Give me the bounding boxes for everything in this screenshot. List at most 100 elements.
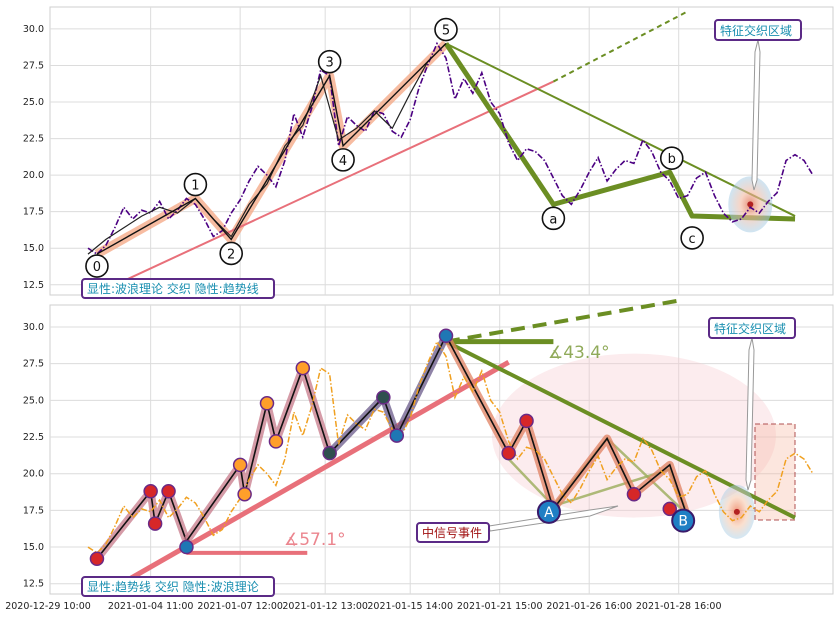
y-tick-label: 22.5	[23, 432, 44, 443]
wave-label-1: 1	[191, 179, 199, 194]
x-ticks: 2020-12-29 10:00 2021-01-04 11:00 2021-01-…	[5, 601, 721, 612]
y-tick-label: 30.0	[23, 24, 44, 35]
wave-label-0: 0	[93, 260, 101, 275]
x-tick-label: 2021-01-07 12:00	[197, 601, 283, 612]
signal-circle-B	[671, 508, 696, 533]
signal-text: 中信号事件	[422, 525, 482, 540]
y-tick-label: 25.0	[23, 395, 44, 406]
zone-center-bottom	[733, 508, 740, 515]
bottom-y-ticks: 12.5 15.0 17.5 20.0 22.5 25.0 27.5 30.0	[23, 322, 44, 590]
bottom-legend-box: 显性:趋势线 交织 隐性:波浪理论	[81, 576, 275, 597]
signal-circle-A	[536, 499, 561, 524]
series-thin	[87, 43, 447, 255]
series-dashdot-orange	[87, 340, 814, 554]
y-tick-label: 17.5	[23, 505, 44, 516]
wave-circle-1	[183, 172, 208, 197]
marker-point	[268, 434, 284, 449]
wave-circle-3	[317, 49, 342, 74]
y-tick-label: 15.0	[23, 542, 44, 553]
marker-point	[438, 328, 454, 344]
marker-point	[147, 516, 163, 531]
top-y-ticks: 12.5 15.0 17.5 20.0 22.5 25.0 27.5 30.0	[23, 24, 44, 291]
y-tick-label: 22.5	[23, 134, 44, 145]
y-tick-label: 20.0	[23, 170, 44, 181]
y-tick-label: 25.0	[23, 97, 44, 108]
wave-circle-b	[659, 146, 684, 170]
marker-point	[626, 486, 642, 502]
marker-point	[519, 413, 534, 429]
marker-point	[389, 428, 405, 443]
bottom-zone-text: 特征交织区域	[714, 321, 786, 336]
signal-label-A: A	[544, 505, 554, 521]
x-tick-label: 2021-01-21 15:00	[457, 601, 543, 612]
top-plot-area	[49, 6, 834, 296]
x-tick-label: 2021-01-28 16:00	[636, 601, 722, 612]
y-tick-label: 30.0	[23, 322, 44, 333]
wave-label-5: 5	[442, 24, 450, 39]
top-legend-text: 显性:波浪理论 交织 隐性:趋势线	[87, 281, 259, 296]
marker-point	[237, 486, 252, 502]
top-zone-text: 特征交织区域	[720, 23, 792, 38]
marker-point	[232, 457, 248, 473]
y-tick-label: 12.5	[23, 280, 44, 291]
zone-center	[747, 201, 754, 208]
trend-line-olive-dashed	[445, 298, 680, 344]
x-tick-label: 2021-01-26 16:00	[546, 601, 632, 612]
top-panel: 12.5 15.0 17.5 20.0 22.5 25.0 27.5 30.0 0 1 2 3 4 5 a…	[23, 6, 834, 296]
angle-label-upper: ∡43.4°	[548, 343, 610, 363]
wave-label-2: 2	[227, 247, 235, 262]
angle-label-lower: ∡57.1°	[284, 530, 346, 550]
y-tick-label: 20.0	[23, 469, 44, 480]
marker-point	[322, 445, 337, 461]
trend-line-red	[105, 80, 554, 291]
marker-point	[662, 501, 677, 517]
top-zone-box: 特征交织区域	[714, 19, 802, 41]
bottom-series	[87, 340, 814, 554]
x-tick-label: 2021-01-12 13:00	[282, 601, 368, 612]
zone-arrow-bottom	[745, 337, 755, 491]
bottom-panel: 12.515.017.520.022.525.027.530.0 AB 2020…	[5, 298, 834, 612]
top-legend-box: 显性:波浪理论 交织 隐性:趋势线	[81, 278, 275, 299]
wave-circle-5	[434, 17, 458, 42]
x-tick-label: 2021-01-15 14:00	[367, 601, 453, 612]
bottom-decorations	[93, 298, 796, 585]
bottom-legend-text: 显性:趋势线 交织 隐性:波浪理论	[87, 579, 259, 594]
top-series	[87, 41, 814, 256]
wave-label-a: a	[549, 212, 557, 227]
top-wave-labels: 0 1 2 3 4 5 a b c	[85, 17, 704, 278]
x-tick-label: 2021-01-04 11:00	[108, 601, 194, 612]
wave-circle-a	[541, 206, 566, 231]
y-tick-label: 15.0	[23, 243, 44, 254]
marker-point	[501, 445, 516, 461]
zone-arrow	[751, 39, 761, 191]
bottom-markers: AB	[89, 328, 696, 567]
signal-box: 中信号事件	[416, 522, 490, 543]
wave-label-c: c	[689, 232, 696, 247]
y-tick-label: 12.5	[23, 579, 44, 590]
marker-point	[376, 390, 391, 405]
x-tick-label: 2020-12-29 10:00	[5, 601, 91, 612]
zone-rect	[754, 423, 796, 521]
y-tick-label: 27.5	[23, 60, 44, 71]
wave-circle-c	[680, 226, 704, 250]
wave-circle-2	[219, 241, 243, 266]
y-tick-label: 17.5	[23, 207, 44, 218]
y-tick-label: 27.5	[23, 359, 44, 370]
series-dashdot	[87, 41, 814, 256]
wave-line-bottom-2	[329, 335, 447, 454]
trend-line-dashed	[552, 10, 689, 83]
wave-label-b: b	[668, 152, 676, 167]
wave-line	[96, 43, 447, 255]
signal-label-B: B	[678, 514, 688, 530]
marker-point	[89, 551, 105, 567]
marker-point	[295, 360, 311, 376]
marker-point	[161, 484, 176, 499]
bottom-zone-box: 特征交织区域	[708, 317, 796, 339]
wave-label-4: 4	[339, 154, 347, 169]
wave-label-3: 3	[326, 56, 334, 71]
marker-point	[259, 396, 275, 411]
wave-circle-4	[331, 148, 355, 172]
marker-point	[143, 484, 158, 499]
